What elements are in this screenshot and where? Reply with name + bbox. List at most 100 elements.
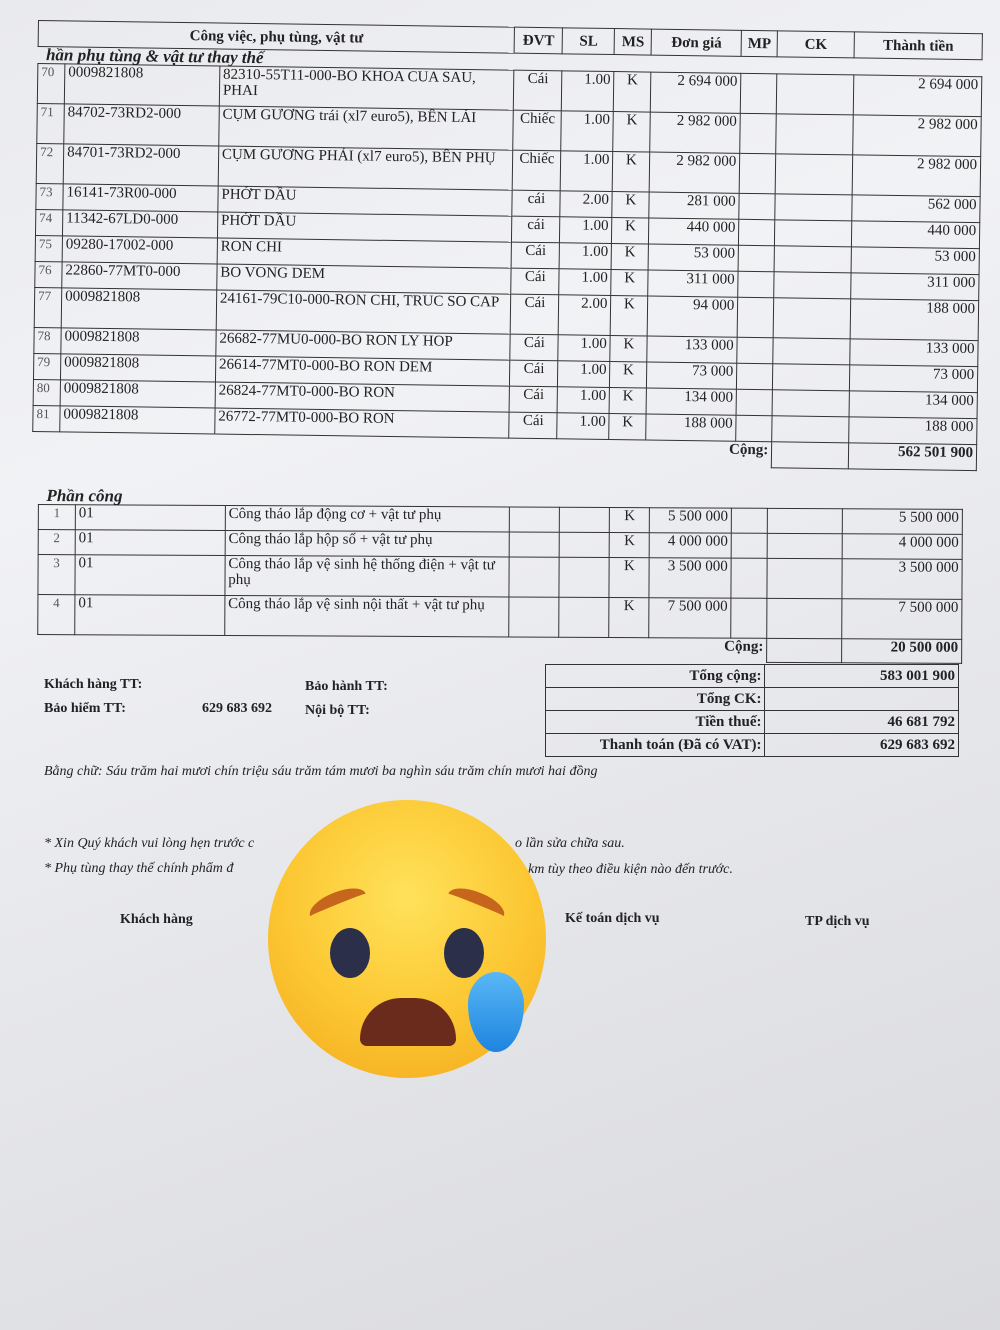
parts-total-value: 562 501 900 — [848, 442, 977, 471]
right-eye — [444, 928, 484, 978]
left-eye — [330, 928, 370, 978]
part-description: 26824-77MT0-000-BO RON — [214, 382, 510, 413]
part-description: CỤM GƯƠNG PHẢI (xl7 euro5), BÊN PHỤ — [218, 146, 514, 191]
discount — [767, 533, 843, 559]
unit: Cái — [509, 412, 558, 439]
table-row: 4 01 Công tháo lắp vệ sinh nội thất + vật … — [37, 594, 962, 640]
part-code: 0009821808 — [61, 287, 217, 331]
unit: Cái — [511, 268, 560, 295]
row-number: 76 — [34, 261, 63, 288]
ms-code: K — [609, 507, 650, 533]
part-description: 26682-77MU0-000-BO RON LY HOP — [215, 330, 511, 361]
unit-price: 440 000 — [648, 218, 739, 246]
unit — [509, 596, 560, 638]
discount — [767, 558, 843, 599]
part-description: PHỚT DẦU — [217, 212, 513, 243]
row-number: 72 — [36, 143, 64, 184]
row-number: 4 — [37, 594, 75, 635]
row-number: 79 — [33, 353, 61, 380]
labor-total-label: Cộng: — [724, 638, 764, 655]
line-total: 440 000 — [851, 220, 980, 249]
row-number: 80 — [33, 379, 61, 406]
quantity: 1.00 — [559, 216, 613, 244]
quantity: 1.00 — [557, 412, 610, 440]
unit-price: 94 000 — [647, 296, 738, 338]
discount — [766, 598, 842, 639]
col-total: Thành tiền — [854, 31, 983, 60]
row-number: 81 — [32, 405, 61, 432]
row-number: 74 — [35, 209, 63, 236]
labor-code: 01 — [75, 504, 226, 531]
mp — [738, 245, 775, 272]
discount — [773, 297, 851, 339]
quantity: 1.00 — [557, 386, 610, 414]
summary-label: Tiền thuế: — [544, 710, 766, 734]
amount-in-words: Bằng chữ: Sáu trăm hai mươi chín triệu s… — [44, 764, 598, 779]
line-total: 5 500 000 — [842, 508, 963, 535]
quantity: 1.00 — [559, 242, 612, 270]
ms-code: K — [609, 557, 650, 598]
quantity: 2.00 — [560, 190, 613, 218]
quantity: 2.00 — [558, 294, 612, 336]
mp — [740, 73, 778, 114]
mouth — [360, 998, 456, 1046]
unit: Cái — [509, 360, 559, 387]
part-description: 26772-77MT0-000-BO RON — [214, 408, 510, 439]
unit-price: 281 000 — [649, 192, 740, 220]
line-total: 73 000 — [849, 364, 978, 393]
part-code: 0009821808 — [60, 353, 216, 383]
note-2b: km tùy theo điều kiện nào đến trước. — [528, 862, 733, 877]
quantity — [559, 532, 610, 558]
part-description: CỤM GƯƠNG trái (xl7 euro5), BÊN LÁI — [218, 106, 514, 151]
col-dvt: ĐVT — [514, 27, 563, 54]
unit-price: 7 500 000 — [649, 597, 732, 639]
quantity — [559, 557, 610, 598]
part-description: BO VONG DEM — [216, 264, 512, 295]
unit-price: 4 000 000 — [649, 532, 732, 559]
row-number: 1 — [38, 504, 76, 530]
unit: Cái — [509, 386, 558, 413]
labor-total-row: Cộng: 20 500 000 — [38, 635, 962, 664]
unit-price: 53 000 — [648, 244, 739, 272]
unit-price: 2 982 000 — [649, 152, 740, 194]
signature-service-manager: TP dịch vụ — [805, 914, 870, 929]
left-brow — [305, 881, 371, 929]
quantity: 1.00 — [561, 70, 615, 112]
insurance-paid-value: 629 683 692 — [202, 701, 272, 716]
summary-row: Tổng cộng: 583 001 900 — [544, 664, 959, 688]
row-number: 78 — [33, 327, 62, 354]
unit: Chiếc — [513, 110, 562, 151]
ms-code: K — [611, 217, 650, 245]
mp — [738, 219, 775, 246]
ms-code: K — [612, 191, 650, 219]
labor-description: Công tháo lắp vệ sinh hệ thống điện + vậ… — [224, 555, 510, 597]
discount — [775, 113, 854, 155]
summary-label: Tổng cộng: — [544, 664, 766, 688]
labor-code: 01 — [74, 594, 225, 636]
note-2a: * Phụ tùng thay thế chính phẩm đ — [44, 861, 234, 876]
part-code: 22860-77MT0-000 — [61, 261, 217, 291]
discount — [776, 73, 854, 115]
unit-price: 5 500 000 — [649, 507, 732, 534]
discount — [771, 415, 850, 443]
part-code: 84702-73RD2-000 — [63, 103, 220, 147]
mp — [731, 533, 768, 559]
col-ck: CK — [777, 30, 855, 58]
mp — [737, 297, 774, 338]
part-description: 24161-79C10-000-RON CHI, TRUC SO CAP — [216, 290, 512, 335]
quantity — [559, 507, 610, 533]
mp — [739, 113, 777, 154]
summary-value: 583 001 900 — [764, 664, 959, 688]
ms-code: K — [610, 335, 648, 363]
line-total: 2 982 000 — [852, 154, 981, 197]
unit-price: 2 694 000 — [650, 72, 742, 114]
mp — [736, 337, 774, 364]
part-description: 82310-55T11-000-BO KHOA CUA SAU, PHAI — [219, 66, 515, 111]
signature-customer: Khách hàng — [120, 912, 193, 927]
summary-value: 629 683 692 — [764, 733, 959, 757]
tear-drop-icon — [468, 972, 524, 1052]
mp — [739, 153, 776, 194]
quantity: 1.00 — [559, 268, 612, 296]
mp — [731, 558, 768, 599]
ms-code: K — [609, 387, 647, 415]
